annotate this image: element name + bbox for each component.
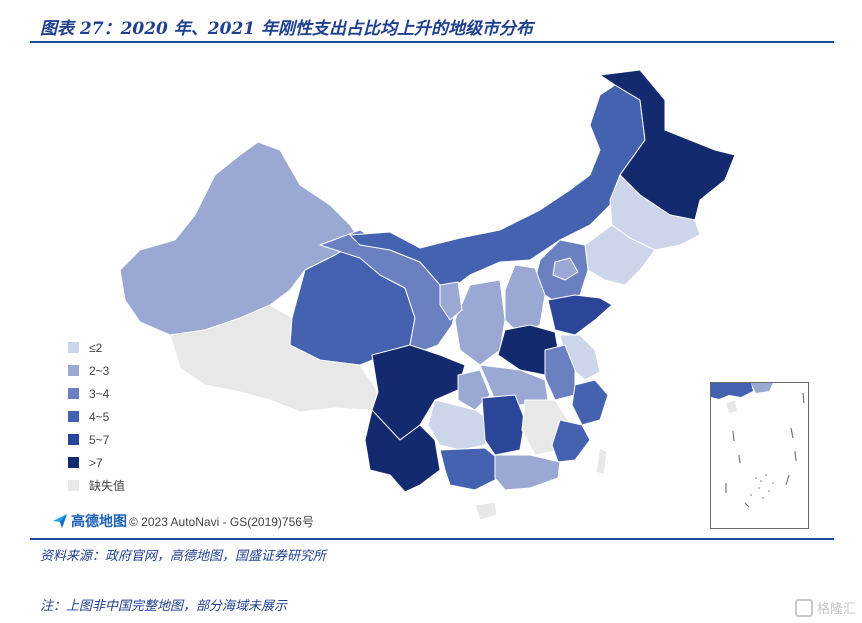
title-rule — [30, 41, 834, 43]
legend-swatch — [68, 342, 79, 353]
region-guangdong — [494, 454, 561, 491]
china-choropleth-map — [119, 69, 736, 521]
region-guangxi — [439, 447, 501, 491]
region-fujian — [551, 419, 591, 463]
region-hainan — [474, 501, 498, 521]
region-taiwan — [595, 447, 608, 476]
legend-label: >7 — [89, 455, 103, 470]
legend-swatch — [68, 457, 79, 468]
source-note: 资料来源：政府官网，高德地图，国盛证券研究所 — [40, 549, 327, 564]
copyright-text: © 2023 AutoNavi - GS(2019)756号 — [129, 514, 314, 529]
legend-item: 3~4 — [56, 382, 142, 405]
legend-item: >7 — [56, 451, 142, 474]
map-legend: ≤2 2~3 3~4 4~5 5~7 >7 缺失值 — [56, 336, 142, 497]
amap-logo: 高德地图 — [52, 511, 127, 531]
region-ningxia — [439, 281, 463, 321]
legend-item: 2~3 — [56, 359, 142, 382]
legend-label: 3~4 — [89, 386, 110, 401]
legend-swatch — [68, 411, 79, 422]
legend-swatch — [68, 434, 79, 445]
legend-swatch — [68, 480, 79, 491]
legend-swatch — [68, 388, 79, 399]
legend-item: ≤2 — [56, 336, 142, 359]
region-heilongjiang — [599, 69, 736, 221]
figure-title: 图表 27：2020 年、2021 年刚性支出占比均上升的地级市分布 — [40, 19, 534, 39]
legend-item: 4~5 — [56, 405, 142, 428]
legend-label: 5~7 — [89, 432, 110, 447]
region-liaoning — [584, 224, 656, 286]
footer-rule — [30, 538, 834, 540]
legend-item: 5~7 — [56, 428, 142, 451]
legend-label: ≤2 — [89, 340, 103, 355]
amap-brand: 高德地图 — [71, 514, 127, 530]
south-china-sea-inset — [710, 382, 809, 529]
legend-swatch — [68, 365, 79, 376]
region-sichuan — [371, 344, 466, 441]
region-hunan — [481, 394, 526, 456]
map-disclaimer: 注：上图非中国完整地图，部分海域未展示 — [40, 599, 288, 614]
paper-plane-icon — [53, 514, 67, 528]
watermark-text: 格隆汇 — [816, 602, 856, 617]
legend-label: 4~5 — [89, 409, 110, 424]
region-yunnan — [364, 409, 441, 493]
watermark: 格隆汇 — [794, 598, 856, 617]
region-shandong — [547, 294, 613, 336]
legend-label: 缺失值 — [89, 479, 126, 493]
legend-label: 2~3 — [89, 363, 110, 378]
region-beijing-tianjin — [552, 257, 579, 281]
legend-item: 缺失值 — [56, 474, 142, 497]
region-shaanxi — [454, 279, 506, 366]
region-zhejiang — [571, 379, 609, 426]
region-guizhou — [427, 399, 491, 451]
inset-map — [711, 383, 805, 508]
map-attribution: 高德地图 © 2023 AutoNavi - GS(2019)756号 — [52, 511, 314, 531]
watermark-logo-icon — [794, 598, 813, 617]
